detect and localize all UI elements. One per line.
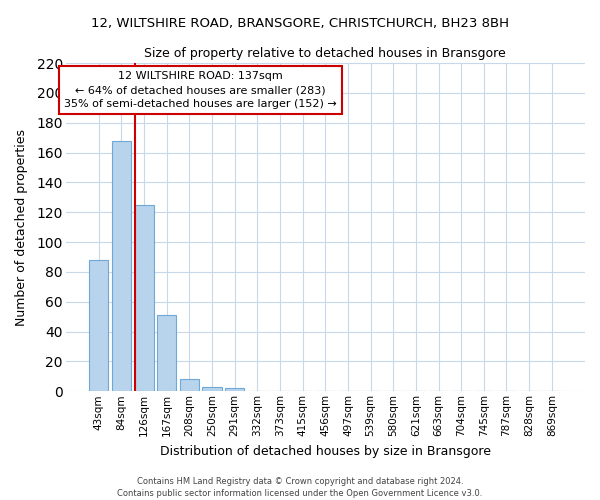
Bar xyxy=(225,388,244,392)
X-axis label: Distribution of detached houses by size in Bransgore: Distribution of detached houses by size … xyxy=(160,444,491,458)
Bar xyxy=(112,140,131,392)
Bar xyxy=(180,380,199,392)
Title: Size of property relative to detached houses in Bransgore: Size of property relative to detached ho… xyxy=(145,48,506,60)
Bar xyxy=(89,260,109,392)
Bar xyxy=(202,387,221,392)
Bar xyxy=(157,315,176,392)
Text: Contains HM Land Registry data © Crown copyright and database right 2024.
Contai: Contains HM Land Registry data © Crown c… xyxy=(118,476,482,498)
Bar xyxy=(134,205,154,392)
Text: 12 WILTSHIRE ROAD: 137sqm
← 64% of detached houses are smaller (283)
35% of semi: 12 WILTSHIRE ROAD: 137sqm ← 64% of detac… xyxy=(64,72,337,110)
Text: 12, WILTSHIRE ROAD, BRANSGORE, CHRISTCHURCH, BH23 8BH: 12, WILTSHIRE ROAD, BRANSGORE, CHRISTCHU… xyxy=(91,18,509,30)
Y-axis label: Number of detached properties: Number of detached properties xyxy=(15,128,28,326)
